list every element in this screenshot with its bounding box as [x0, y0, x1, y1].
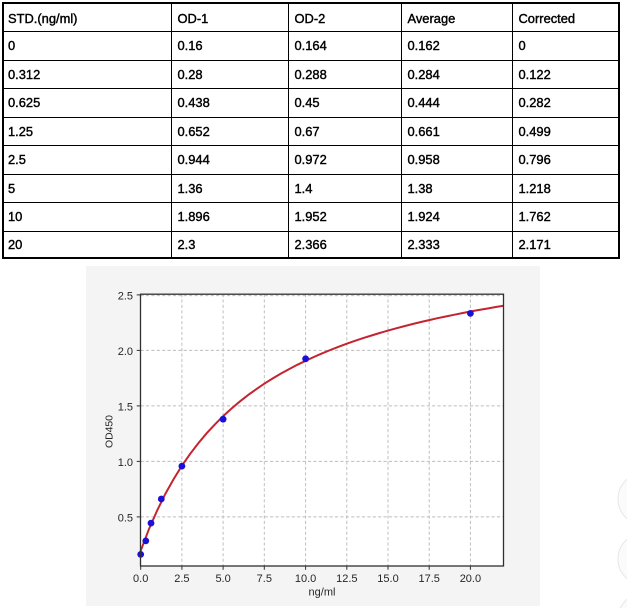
svg-text:20.0: 20.0	[460, 573, 481, 585]
svg-text:1.0: 1.0	[118, 457, 133, 469]
svg-text:12.5: 12.5	[336, 573, 357, 585]
svg-text:17.5: 17.5	[418, 573, 439, 585]
svg-text:OD450: OD450	[105, 415, 116, 448]
svg-text:ng/ml: ng/ml	[309, 587, 336, 599]
svg-text:2.0: 2.0	[118, 346, 133, 358]
svg-text:2.5: 2.5	[174, 573, 189, 585]
svg-text:10.0: 10.0	[295, 573, 316, 585]
svg-text:15.0: 15.0	[377, 573, 398, 585]
svg-text:2.5: 2.5	[118, 290, 133, 302]
svg-text:1.5: 1.5	[118, 401, 133, 413]
svg-text:0.0: 0.0	[133, 573, 148, 585]
svg-text:7.5: 7.5	[257, 573, 272, 585]
svg-text:5.0: 5.0	[215, 573, 230, 585]
svg-text:0.5: 0.5	[118, 512, 133, 524]
